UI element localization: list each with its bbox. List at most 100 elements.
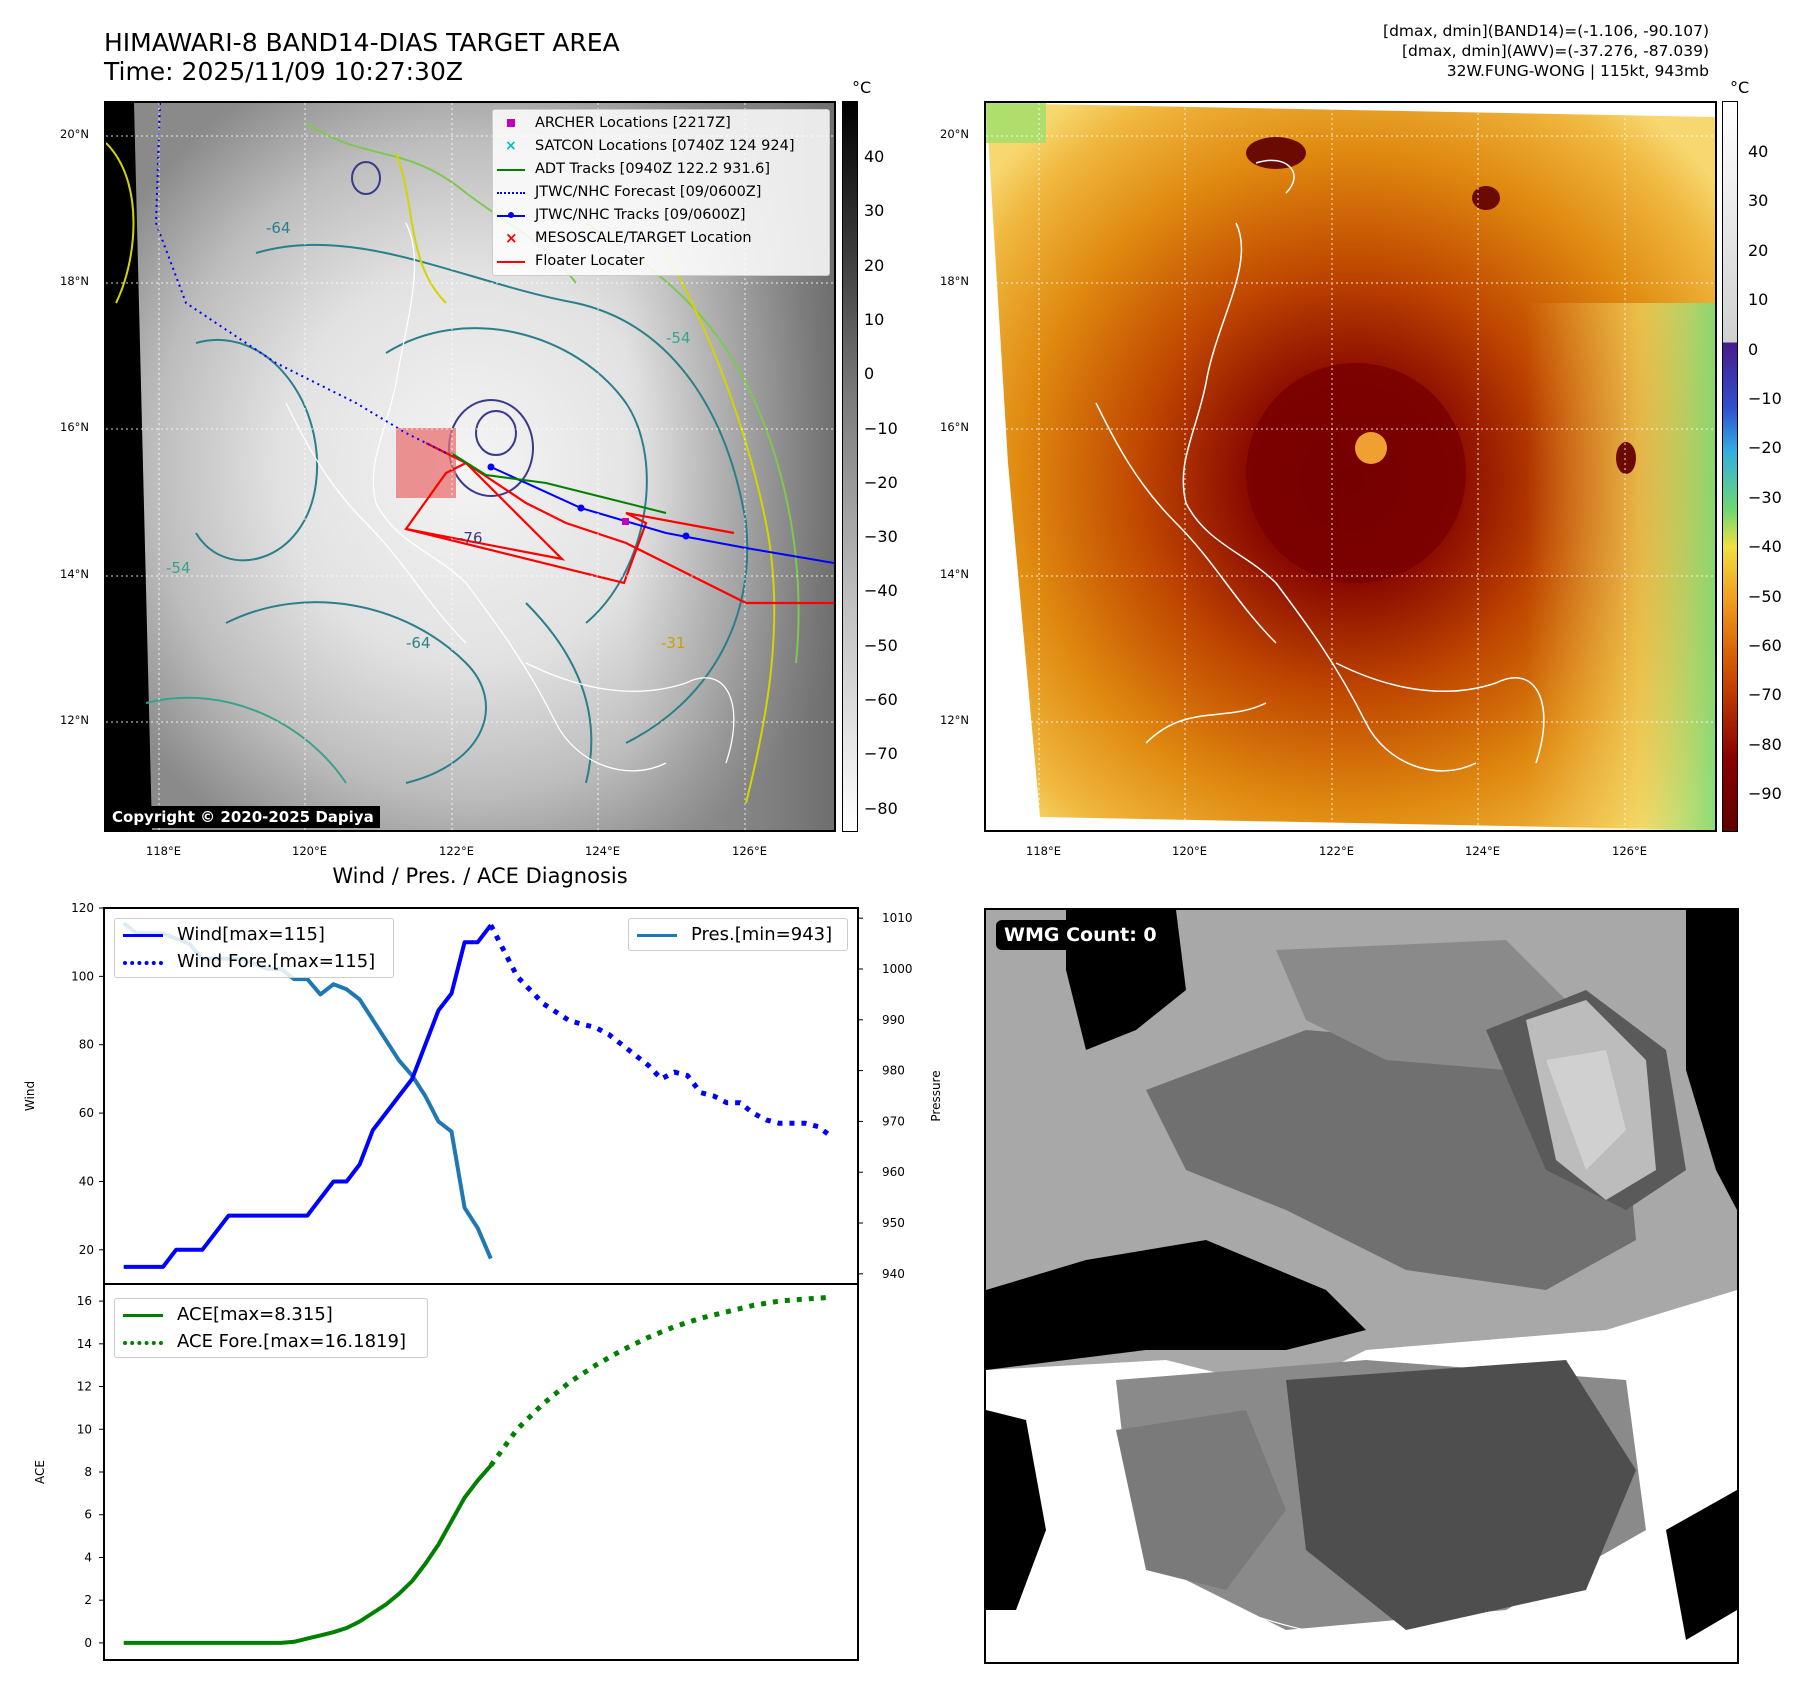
- legend-label: Floater Locater: [535, 253, 645, 269]
- legend-label: ACE Fore.[max=16.1819]: [177, 1331, 406, 1352]
- y-tick-label: 0: [84, 1636, 92, 1650]
- lon-tick-label: 120°E: [292, 844, 327, 858]
- lat-tick-label: 12°N: [940, 713, 969, 727]
- ace-axis-label: ACE: [33, 1460, 47, 1484]
- colorbar-tick-label: 0: [864, 364, 875, 384]
- colorbar-tick-label: 20: [1748, 240, 1769, 260]
- colorbar-tick-label: 0: [1748, 339, 1759, 359]
- legend-entry: Wind[max=115]: [115, 921, 393, 948]
- y-tick-label: 100: [71, 969, 94, 983]
- y-tick-label: 60: [79, 1106, 94, 1120]
- colorbar-tick-label: −50: [864, 635, 898, 655]
- y-axis-label: Wind: [23, 1081, 37, 1111]
- legend-label: MESOSCALE/TARGET Location: [535, 230, 752, 246]
- y2-tick-label: 980: [882, 1064, 905, 1078]
- y-tick-label: 2: [84, 1593, 92, 1607]
- colorbar-tick-label: −70: [864, 744, 898, 764]
- legend-marker: [637, 934, 677, 937]
- wind-forecast-series-line: [488, 923, 834, 1139]
- legend-marker: [507, 119, 515, 127]
- diagnosis-title: Wind / Pres. / ACE Diagnosis: [332, 864, 628, 888]
- legend-label: JTWC/NHC Tracks [09/0600Z]: [535, 207, 746, 223]
- y-tick-label: 16: [77, 1294, 92, 1308]
- lon-tick-label: 118°E: [146, 844, 181, 858]
- contour-label: -64: [406, 634, 431, 652]
- wind-series-line: [123, 923, 493, 1269]
- lon-tick-label: 126°E: [1612, 844, 1647, 858]
- y2-tick-label: 1010: [882, 911, 913, 925]
- left-map-imagery: -76 -64 -64 -54 -54 -31: [106, 103, 834, 830]
- legend-label: ARCHER Locations [2217Z]: [535, 115, 731, 131]
- y2-tick-label: 970: [882, 1114, 905, 1128]
- colorbar-tick-label: 20: [864, 255, 885, 275]
- contour-label: -54: [666, 329, 691, 347]
- lat-tick-label: 20°N: [60, 127, 89, 141]
- chart-title-line2: Time: 2025/11/09 10:27:30Z: [104, 57, 463, 86]
- lat-tick-label: 14°N: [60, 567, 89, 581]
- colorbar-tick-label: 30: [864, 201, 885, 221]
- lon-tick-label: 122°E: [1319, 844, 1354, 858]
- y-tick-label: 40: [79, 1174, 94, 1188]
- lon-tick-label: 122°E: [439, 844, 474, 858]
- info-line3: 32W.FUNG-WONG | 115kt, 943mb: [1446, 62, 1709, 80]
- legend-entry: × SATCON Locations [0740Z 124 924]: [493, 135, 829, 158]
- lat-tick-label: 16°N: [940, 420, 969, 434]
- colorbar-tick-label: −20: [864, 472, 898, 492]
- colorbar-tick-label: −20: [1748, 438, 1782, 458]
- legend-label: ADT Tracks [0940Z 122.2 931.6]: [535, 161, 771, 177]
- right-satellite-map: [984, 101, 1717, 832]
- legend-label: ACE[max=8.315]: [177, 1304, 333, 1325]
- copyright-label: Copyright © 2020-2025 Dapiya: [106, 806, 380, 828]
- lon-tick-label: 124°E: [585, 844, 620, 858]
- ace-forecast-series-line: [488, 1294, 832, 1468]
- info-line1: [dmax, dmin](BAND14)=(-1.106, -90.107): [1383, 22, 1709, 40]
- legend-label: Pres.[min=943]: [691, 924, 833, 945]
- lat-tick-label: 20°N: [940, 127, 969, 141]
- legend-marker: ×: [505, 138, 517, 154]
- right-colorbar: [1722, 101, 1738, 832]
- colorbar-tick-label: −40: [864, 581, 898, 601]
- legend-entry: JTWC/NHC Tracks [09/0600Z]: [493, 204, 829, 227]
- colorbar-tick-label: 10: [1748, 290, 1769, 310]
- left-colorbar: [842, 101, 858, 832]
- legend-marker: [123, 961, 163, 965]
- lat-tick-label: 18°N: [60, 274, 89, 288]
- legend-entry: Floater Locater: [493, 250, 829, 273]
- lon-tick-label: 118°E: [1026, 844, 1061, 858]
- colorbar-tick-label: −60: [864, 690, 898, 709]
- legend-marker: [497, 261, 525, 263]
- y-tick-label: 8: [84, 1465, 92, 1479]
- right-map-imagery: [986, 103, 1715, 830]
- legend-label: Wind[max=115]: [177, 924, 325, 945]
- wind-pressure-chart: 2040608010012094095096097098099010001010…: [23, 901, 943, 1661]
- contour-label: -64: [266, 219, 291, 237]
- ace-legend: ACE[max=8.315] ACE Fore.[max=16.1819]: [114, 1298, 428, 1358]
- y2-axis-label: Pressure: [929, 1070, 943, 1121]
- legend-marker: [123, 1341, 163, 1345]
- y-tick-label: 20: [79, 1243, 94, 1257]
- lat-tick-label: 12°N: [60, 713, 89, 727]
- contour-label: -31: [661, 634, 686, 652]
- y-tick-label: 120: [71, 901, 94, 915]
- legend-entry: ACE[max=8.315]: [115, 1301, 427, 1328]
- y-tick-label: 14: [77, 1337, 92, 1351]
- colorbar-tick-label: 10: [864, 309, 885, 329]
- colorbar-tick-label: −80: [1748, 734, 1782, 754]
- colorbar-tick-label: 30: [1748, 191, 1769, 211]
- y-tick-label: 4: [84, 1550, 92, 1564]
- lon-tick-label: 120°E: [1172, 844, 1207, 858]
- contour-label: -54: [166, 559, 191, 577]
- colorbar-tick-label: −90: [1748, 784, 1782, 804]
- legend-entry: ARCHER Locations [2217Z]: [493, 112, 829, 135]
- colorbar-tick-label: −60: [1748, 636, 1782, 655]
- legend-entry: ADT Tracks [0940Z 122.2 931.6]: [493, 158, 829, 181]
- pressure-legend: Pres.[min=943]: [628, 918, 848, 951]
- lat-tick-label: 16°N: [60, 420, 89, 434]
- colorbar-tick-label: −40: [1748, 537, 1782, 557]
- legend-entry: Pres.[min=943]: [629, 921, 847, 948]
- legend-marker: [123, 1314, 163, 1317]
- lon-tick-label: 124°E: [1465, 844, 1500, 858]
- legend-label: SATCON Locations [0740Z 124 924]: [535, 138, 795, 154]
- colorbar-tick-label: 40: [864, 147, 885, 166]
- chart-title-line1: HIMAWARI-8 BAND14-DIAS TARGET AREA: [104, 28, 620, 57]
